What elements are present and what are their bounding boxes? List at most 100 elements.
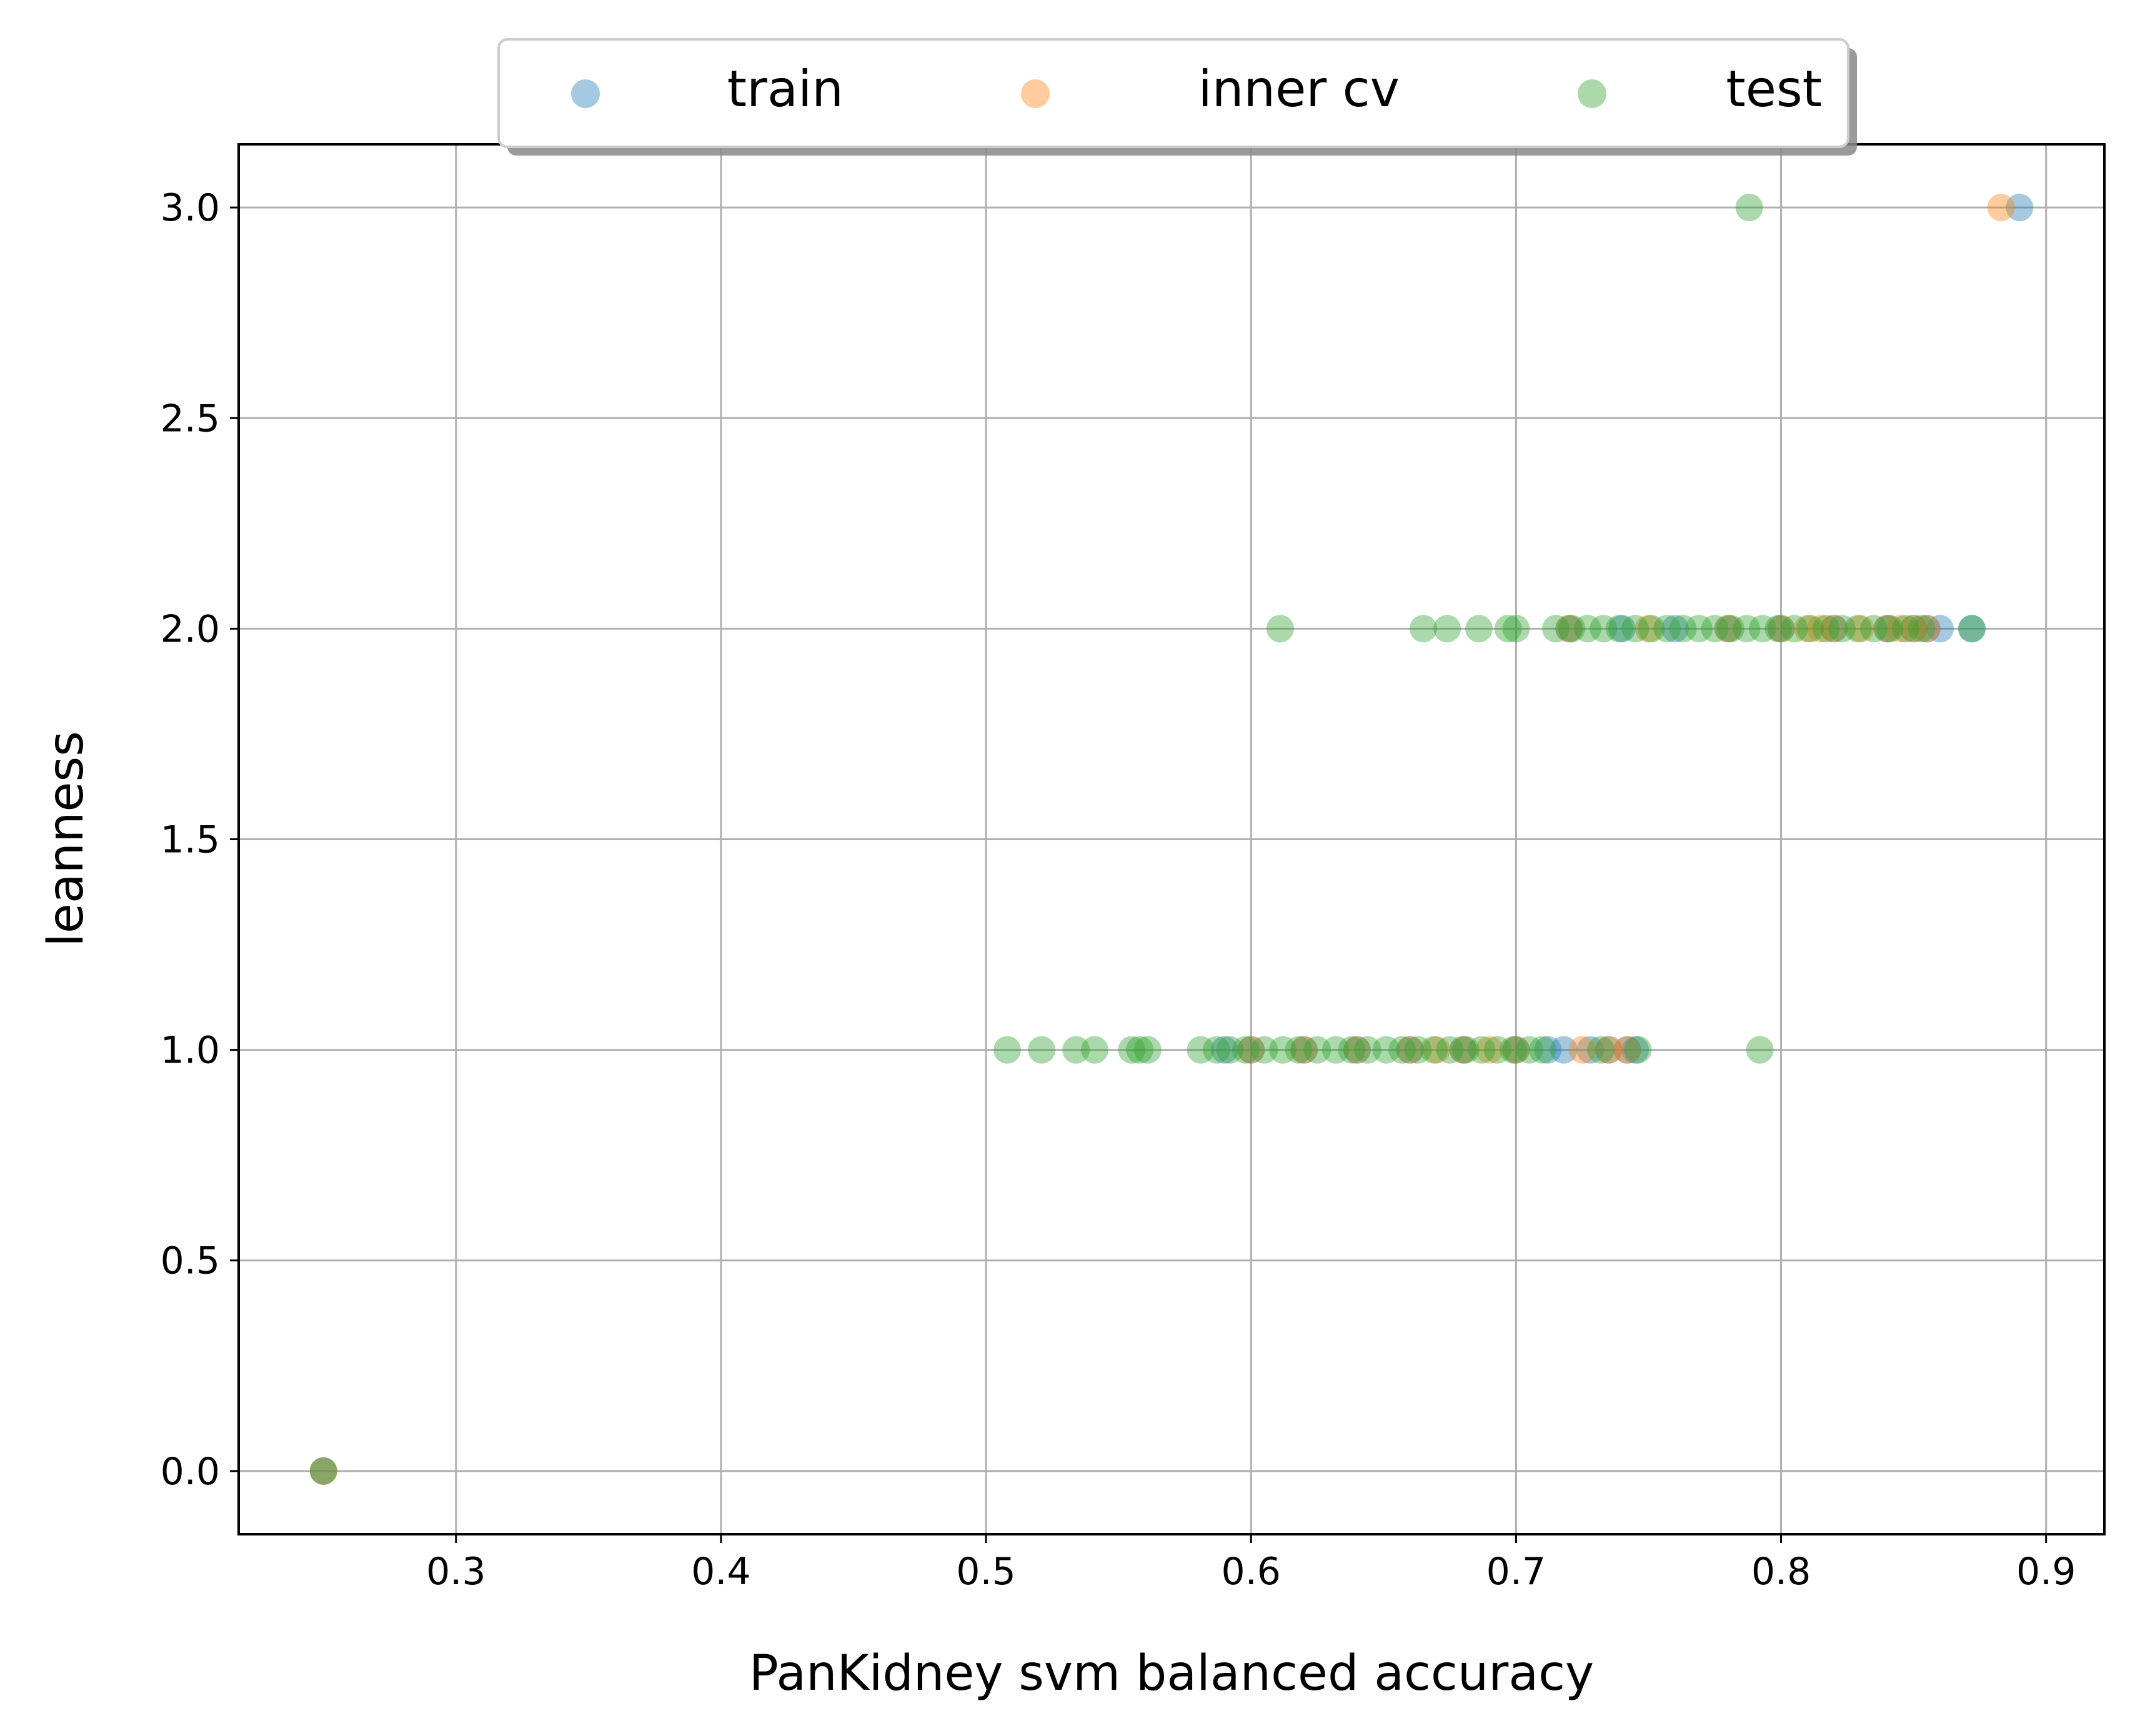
data-point — [1550, 1036, 1578, 1064]
data-point — [1062, 1036, 1090, 1064]
y-tick-label: 2.0 — [161, 607, 220, 651]
data-point — [1767, 615, 1795, 643]
data-point — [1820, 615, 1848, 643]
data-point — [1502, 1036, 1530, 1064]
data-point — [1735, 194, 1763, 222]
data-point — [1714, 615, 1742, 643]
data-point — [1436, 1036, 1464, 1064]
data-point — [1237, 1036, 1265, 1064]
data-point — [1555, 615, 1583, 643]
data-point — [1534, 1036, 1562, 1064]
data-point — [1494, 615, 1522, 643]
data-point — [1353, 1036, 1381, 1064]
legend-box — [497, 38, 1849, 148]
legend-marker — [571, 79, 600, 108]
data-point — [1958, 615, 1986, 643]
data-point — [1746, 1036, 1774, 1064]
data-point — [1266, 615, 1294, 643]
x-tick-label: 0.6 — [1222, 1550, 1281, 1594]
series-inner-cv — [309, 194, 2015, 1485]
legend-label: inner cv — [1198, 60, 1400, 118]
data-point — [1637, 615, 1665, 643]
data-point — [1303, 1036, 1331, 1064]
data-point — [1118, 1036, 1146, 1064]
data-point — [1409, 615, 1437, 643]
data-point — [1126, 1036, 1154, 1064]
data-point — [1587, 1036, 1615, 1064]
data-point — [1388, 1036, 1416, 1064]
data-point — [1216, 1036, 1244, 1064]
y-tick-label: 2.5 — [161, 397, 220, 440]
data-point — [1987, 194, 2015, 222]
data-point — [1343, 1036, 1371, 1064]
data-point — [1187, 1036, 1215, 1064]
legend: train inner cv test — [497, 38, 1857, 156]
x-tick-label: 0.8 — [1751, 1550, 1811, 1594]
data-point — [1621, 1036, 1650, 1064]
y-axis-ticks: 0.0 0.5 1.0 1.5 2.0 2.5 3.0 — [161, 186, 239, 1494]
data-point — [1423, 1036, 1451, 1064]
data-point — [1595, 1036, 1623, 1064]
data-point — [1343, 1036, 1371, 1064]
legend-entries: train inner cv test — [571, 60, 1822, 118]
data-point — [1338, 1036, 1366, 1064]
data-point — [1764, 615, 1793, 643]
grid-lines — [239, 144, 2104, 1534]
data-point — [1576, 1036, 1605, 1064]
data-point — [1621, 615, 1650, 643]
data-point — [1285, 1036, 1313, 1064]
x-tick-label: 0.7 — [1486, 1550, 1546, 1594]
data-point — [1876, 615, 1904, 643]
y-tick-label: 1.5 — [161, 818, 220, 862]
data-point — [1899, 615, 1928, 643]
data-point — [1558, 615, 1586, 643]
data-point — [1528, 1036, 1556, 1064]
legend-marker — [1021, 79, 1050, 108]
data-point — [1420, 1036, 1448, 1064]
data-point — [1796, 615, 1824, 643]
data-point — [1608, 615, 1636, 643]
data-point — [1573, 615, 1601, 643]
data-point — [1237, 1036, 1265, 1064]
data-point — [1502, 1036, 1530, 1064]
data-point — [1028, 1036, 1056, 1064]
data-point — [1635, 615, 1663, 643]
data-point — [1828, 615, 1856, 643]
legend-label: train — [727, 60, 844, 118]
data-point — [1886, 615, 1914, 643]
data-point — [1372, 1036, 1400, 1064]
data-point — [1465, 615, 1493, 643]
data-point — [1269, 1036, 1297, 1064]
y-tick-label: 3.0 — [161, 186, 220, 230]
data-point — [1396, 1036, 1424, 1064]
data-point — [1500, 1036, 1528, 1064]
data-point — [1595, 1036, 1623, 1064]
data-point — [1733, 615, 1761, 643]
y-axis-title: leanness — [38, 731, 94, 947]
data-point — [1926, 615, 1954, 643]
y-tick-label: 0.5 — [161, 1239, 220, 1283]
legend-marker — [1578, 79, 1606, 108]
data-point — [1891, 615, 1919, 643]
data-point — [1290, 1036, 1318, 1064]
data-point — [1899, 615, 1928, 643]
x-tick-label: 0.4 — [691, 1550, 750, 1594]
data-point — [1290, 1036, 1318, 1064]
x-axis-title: PanKidney svm balanced accuracy — [749, 1645, 1594, 1702]
data-point — [1555, 615, 1583, 643]
data-point — [1502, 615, 1530, 643]
x-tick-label: 0.3 — [426, 1550, 485, 1594]
data-point — [1714, 615, 1742, 643]
data-point — [1133, 1036, 1162, 1064]
data-point — [1807, 615, 1835, 643]
data-point — [1396, 1036, 1424, 1064]
data-point — [1250, 1036, 1278, 1064]
data-point — [1321, 1036, 1350, 1064]
data-point — [2006, 194, 2034, 222]
data-point — [1846, 615, 1874, 643]
data-point — [1780, 615, 1808, 643]
data-point — [993, 1036, 1022, 1064]
data-point — [1908, 615, 1936, 643]
series-train — [309, 194, 2034, 1485]
